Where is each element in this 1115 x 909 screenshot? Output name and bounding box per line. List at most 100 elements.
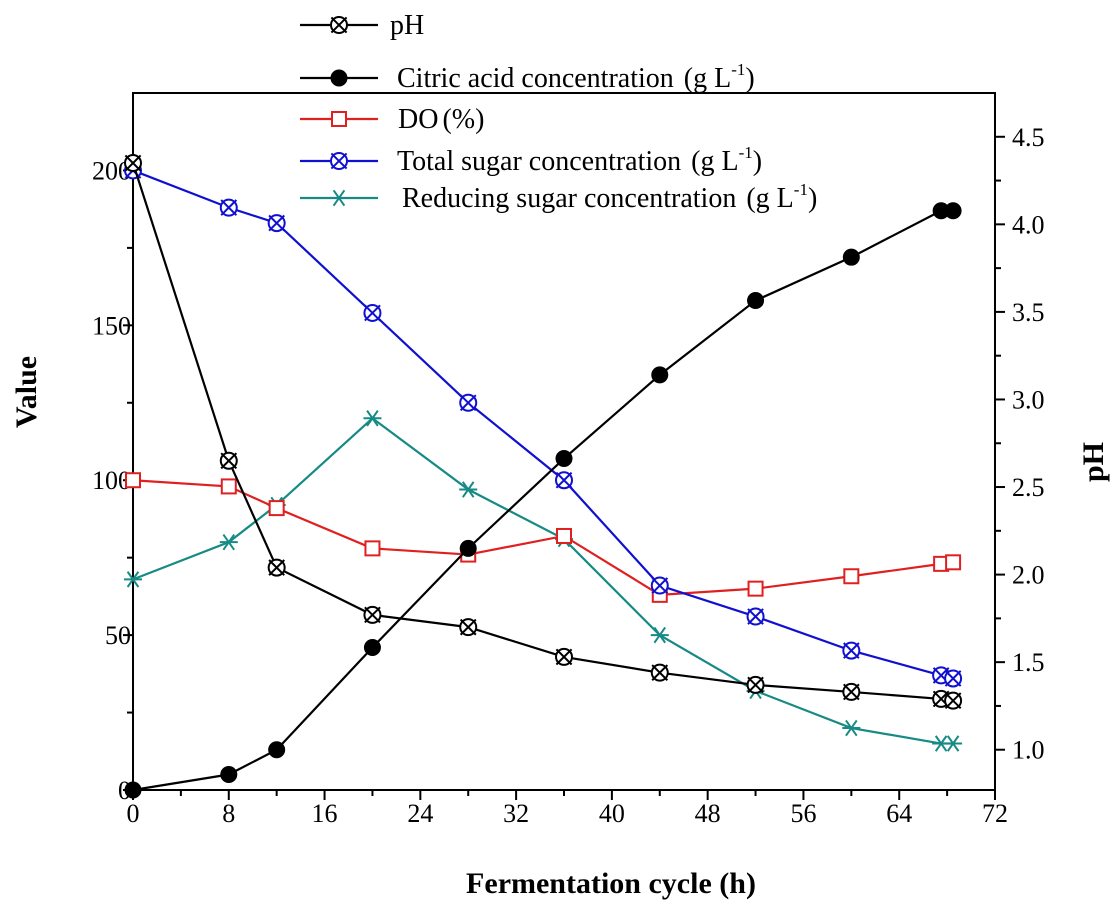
data-point-citric [220,766,238,784]
legend-item-reducing: Reducing sugar concentration (g L-1) [300,180,817,214]
data-point-reducing [124,571,142,588]
data-point-ph [842,682,861,701]
data-point-citric [944,202,962,220]
y-left-tick-label: 150 [92,311,131,340]
legend-name: Total sugar concentration [397,146,681,177]
data-point-citric [842,248,860,266]
legend-label: DO (%) [398,104,484,135]
y-right-tick-label: 4.5 [1012,123,1045,152]
data-point-citric [268,741,286,759]
data-point-ph [746,675,765,694]
y-right-tick-label: 1.0 [1012,736,1045,765]
legend-label: pH [390,10,424,41]
data-point-ph [650,663,669,682]
legend-unit-close: ) [753,146,762,177]
data-point-ph [459,618,478,637]
x-axis-title: Fermentation cycle (h) [466,867,756,900]
legend-name: Reducing sugar concentration [402,183,736,214]
x-tick-label: 40 [599,799,625,828]
legend-unit: (g L [691,146,738,177]
data-point-do [843,568,860,585]
legend-unit: (g L [684,63,731,94]
legend-label: Total sugar concentration (g L-1) [397,143,762,177]
legend-item-ph: pH [300,10,424,41]
legend-unit-superscript: -1 [731,60,745,79]
series-layer [124,154,963,799]
x-tick-label: 24 [407,799,433,828]
legend-unit-superscript: -1 [794,180,808,199]
data-point-reducing [944,735,963,752]
data-point-citric [651,366,669,384]
data-point-do [945,554,962,571]
y-right-tick-label: 4.0 [1012,210,1045,239]
legend-name: pH [390,10,424,41]
legend-marker [330,189,348,207]
data-point-reducing [842,719,861,737]
data-point-citric [363,639,381,657]
data-point-citric [555,450,573,468]
legend-unit-superscript: -1 [739,143,753,162]
series-citric [124,202,962,799]
legend-item-total: Total sugar concentration (g L-1) [300,143,762,177]
data-point-citric [124,781,142,799]
x-tick-label: 72 [982,799,1008,828]
legend-name: Citric acid concentration [397,63,674,94]
legend-marker [330,152,348,170]
legend-marker [330,69,348,87]
data-point-citric [747,292,765,310]
legend-unit-close: ) [808,183,817,214]
data-point-reducing [459,481,478,498]
data-point-do [268,500,285,517]
data-point-reducing [219,533,238,551]
data-point-total [650,576,669,595]
data-point-total [267,214,286,233]
series-total [124,161,963,688]
data-point-do [556,527,572,544]
data-point-total [459,393,478,412]
x-tick-label: 64 [886,799,912,828]
legend-unit: (%) [442,104,484,135]
data-point-total [746,607,765,626]
data-point-ph [219,451,238,470]
legend-label: Reducing sugar concentration (g L-1) [402,180,817,214]
y-left-tick-label: 100 [92,466,131,495]
series-do [125,472,962,603]
data-point-reducing [363,410,382,427]
series-line-ph [131,162,954,702]
legend-item-do: DO (%) [300,104,484,135]
y-left-axis-title: Value [10,356,43,428]
x-tick-label: 8 [222,799,235,828]
legend-unit: (g L [746,183,793,214]
legend-marker [331,111,347,127]
y-right-tick-label: 1.5 [1012,648,1045,677]
x-tick-label: 16 [312,799,338,828]
data-point-do [747,580,764,597]
data-point-total [363,303,382,322]
data-point-do [364,540,381,557]
data-point-do [220,478,237,495]
x-tick-label: 56 [790,799,816,828]
legend-name: DO [398,104,438,135]
series-line-total [132,169,954,680]
legend-marker [330,16,348,34]
y-right-tick-label: 3.0 [1012,385,1045,414]
data-point-ph [267,558,286,577]
data-point-ph [944,691,963,710]
data-point-ph [555,647,573,666]
y-right-axis-title: pH [1077,442,1110,482]
legend-label: Citric acid concentration (g L-1) [397,60,755,94]
x-tick-label: 48 [695,799,721,828]
axes: 0 8 16 24 32 40 48 56 64 720501001502001.01.52.02… [92,92,1045,828]
data-point-total [944,669,963,688]
y-right-tick-label: 2.0 [1012,561,1045,590]
series-ph [124,154,963,710]
legend-item-citric: Citric acid concentration (g L-1) [300,60,755,94]
x-tick-label: 32 [503,799,529,828]
data-point-total [555,471,573,490]
legend-unit-close: ) [745,63,754,94]
series-line-citric [132,209,954,792]
series-line-do [132,479,954,596]
series-line-reducing [132,416,954,745]
